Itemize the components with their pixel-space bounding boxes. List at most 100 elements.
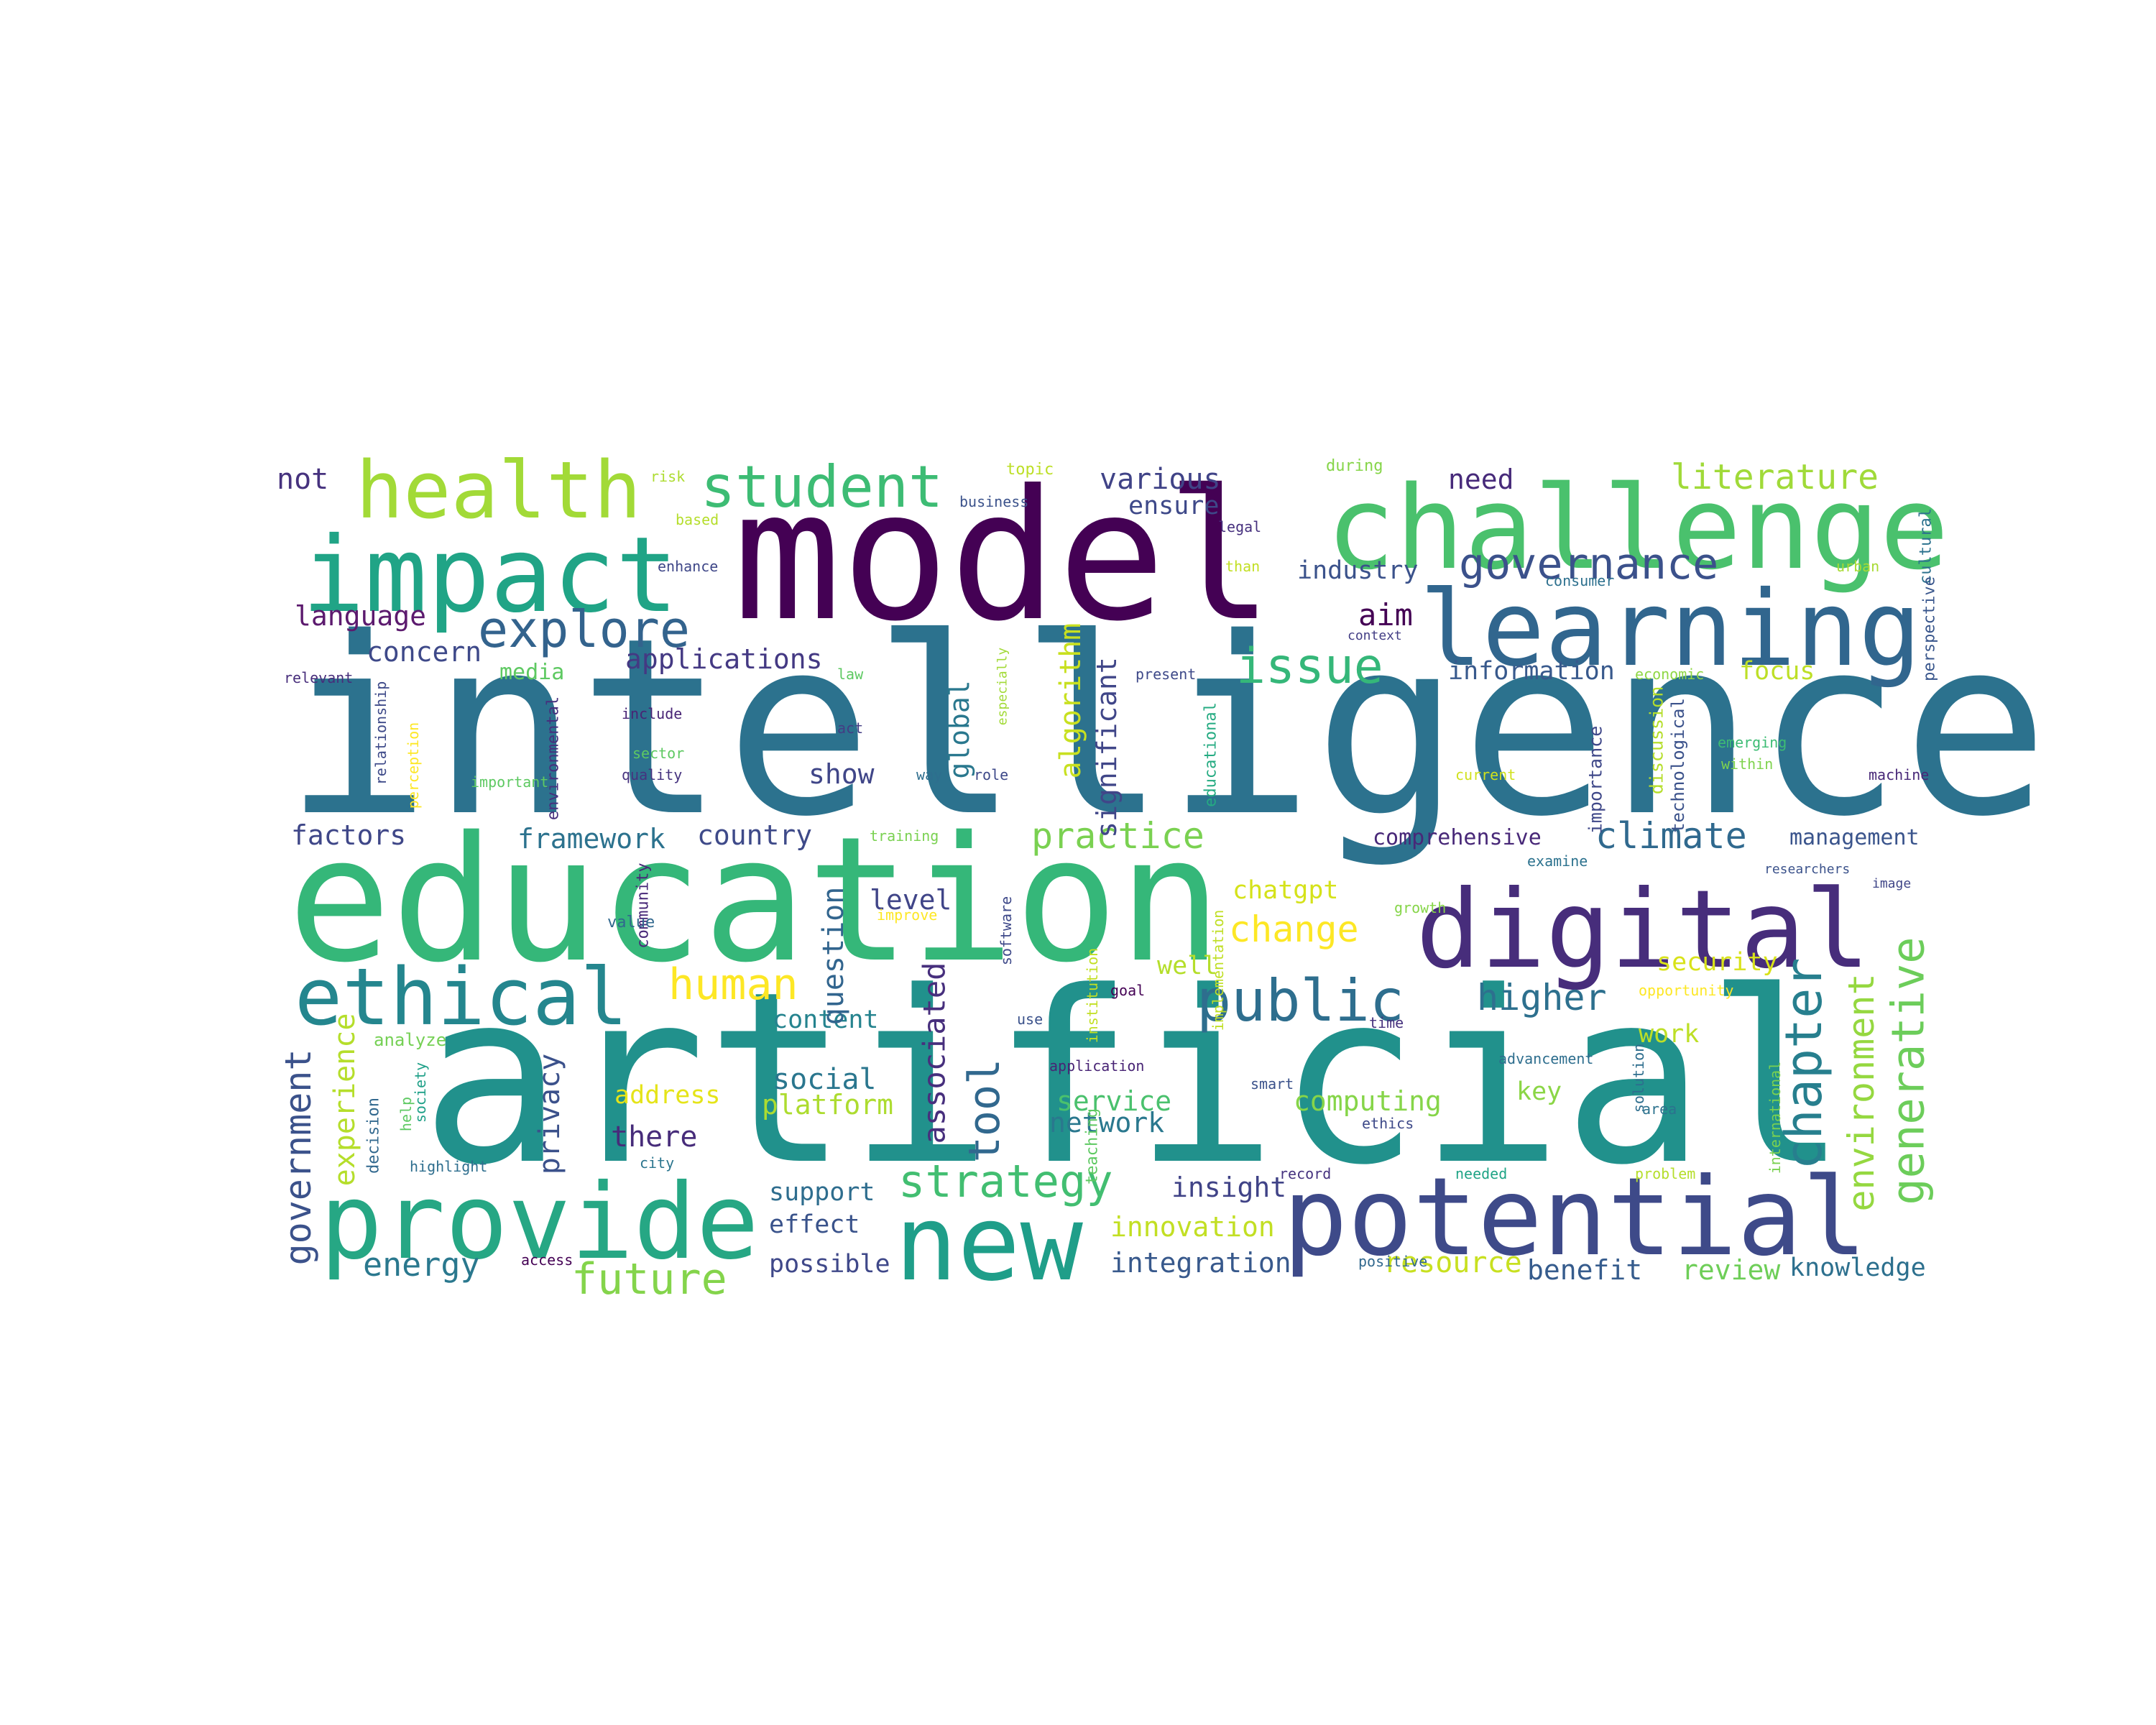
cloud-word: based — [676, 511, 719, 528]
cloud-word: software — [998, 896, 1015, 965]
cloud-word: aim — [1358, 597, 1413, 632]
cloud-word: well — [1157, 952, 1217, 980]
cloud-word: present — [1135, 666, 1196, 683]
cloud-word: environmental — [545, 696, 563, 820]
cloud-word: literature — [1671, 457, 1879, 497]
cloud-word: integration — [1110, 1247, 1291, 1279]
cloud-word: factors — [291, 819, 406, 851]
cloud-word: ensure — [1128, 492, 1219, 520]
cloud-word: emerging — [1718, 734, 1787, 751]
cloud-word: legal — [1218, 518, 1261, 535]
cloud-word: examine — [1527, 852, 1588, 870]
cloud-word: economic — [1635, 666, 1704, 683]
cloud-word: sector — [632, 745, 684, 762]
cloud-word: tool — [959, 1059, 1010, 1163]
cloud-word: platform — [762, 1089, 893, 1121]
cloud-word: future — [571, 1254, 727, 1305]
cloud-word: time — [1369, 1014, 1404, 1031]
cloud-word: innovation — [1110, 1211, 1275, 1243]
cloud-word: show — [808, 758, 875, 790]
cloud-word: comprehensive — [1373, 825, 1542, 850]
cloud-word: area — [1642, 1100, 1677, 1118]
cloud-word: teaching — [1084, 1108, 1102, 1184]
cloud-word: new — [895, 1183, 1084, 1305]
cloud-word: public — [1197, 967, 1404, 1034]
cloud-word: governance — [1459, 539, 1718, 589]
cloud-word: framework — [517, 823, 665, 855]
cloud-word: community — [635, 862, 653, 948]
cloud-word: strategy — [898, 1155, 1113, 1208]
cloud-word: there — [611, 1121, 697, 1154]
cloud-word: ethical — [295, 951, 628, 1043]
cloud-word: advancement — [1498, 1050, 1593, 1067]
cloud-word: environment — [1841, 973, 1882, 1211]
cloud-word: international — [1766, 1062, 1784, 1174]
cloud-word: industry — [1297, 556, 1419, 585]
cloud-word: machine — [1869, 766, 1929, 783]
cloud-word: improve — [877, 906, 937, 924]
cloud-word: issue — [1236, 638, 1383, 695]
cloud-word: access — [521, 1251, 573, 1269]
cloud-word: context — [1348, 628, 1402, 643]
cloud-word: change — [1229, 908, 1359, 950]
cloud-word: perception — [405, 722, 422, 809]
cloud-word: topic — [1006, 461, 1054, 479]
cloud-word: consumer — [1545, 572, 1614, 589]
cloud-word: security — [1657, 948, 1778, 977]
cloud-word: work — [1639, 1020, 1699, 1049]
cloud-word: decision — [365, 1098, 383, 1174]
cloud-word: institution — [1084, 948, 1101, 1043]
cloud-word: possible — [769, 1250, 890, 1279]
cloud-word: goal — [1110, 982, 1145, 999]
cloud-word: education — [287, 799, 1222, 1000]
cloud-word: law — [837, 666, 864, 683]
cloud-word: urban — [1836, 558, 1879, 575]
cloud-word: society — [412, 1062, 429, 1123]
cloud-word: during — [1326, 457, 1383, 475]
cloud-word: especially — [995, 648, 1010, 726]
cloud-word: relationship — [372, 681, 390, 786]
cloud-word: student — [701, 454, 943, 520]
cloud-word: training — [870, 827, 939, 845]
cloud-word: highlight — [410, 1158, 487, 1175]
cloud-word: service — [1056, 1085, 1171, 1117]
cloud-word: practice — [1031, 815, 1204, 857]
cloud-word: need — [1448, 464, 1514, 495]
cloud-word: associated — [917, 962, 952, 1144]
cloud-word: content — [773, 1006, 879, 1034]
cloud-word: challenge — [1326, 461, 1949, 595]
cloud-word: energy — [363, 1246, 480, 1284]
cloud-word: focus — [1739, 657, 1815, 686]
cloud-word: educational — [1202, 702, 1220, 807]
cloud-word: learning — [1419, 569, 1921, 690]
cloud-word: generative — [1882, 937, 1935, 1205]
cloud-word: business — [959, 493, 1028, 510]
cloud-word: human — [668, 960, 798, 1010]
cloud-word: way — [916, 766, 942, 783]
cloud-word: current — [1455, 766, 1516, 783]
cloud-word: information — [1448, 657, 1615, 686]
cloud-word: include — [622, 705, 682, 722]
cloud-word: media — [499, 660, 564, 685]
cloud-word: benefit — [1527, 1254, 1642, 1286]
cloud-word: privacy — [533, 1054, 566, 1175]
cloud-word: needed — [1455, 1165, 1507, 1182]
cloud-word: key — [1516, 1077, 1562, 1106]
cloud-word: image — [1872, 876, 1911, 891]
cloud-word: opportunity — [1639, 982, 1733, 999]
cloud-word: application — [1049, 1057, 1144, 1075]
cloud-word: within — [1721, 755, 1773, 773]
cloud-word: management — [1789, 825, 1920, 850]
cloud-word: social — [773, 1063, 877, 1096]
cloud-word: not — [277, 463, 328, 496]
cloud-word: than — [1225, 558, 1260, 575]
cloud-word: smart — [1250, 1075, 1294, 1092]
cloud-word: question — [817, 887, 850, 1026]
cloud-word: ethics — [1362, 1115, 1414, 1132]
cloud-word: value — [607, 914, 655, 932]
cloud-word: growth — [1394, 899, 1446, 916]
cloud-word: effect — [769, 1210, 860, 1239]
cloud-word: discussion — [1646, 686, 1667, 795]
cloud-word: health — [356, 444, 641, 536]
